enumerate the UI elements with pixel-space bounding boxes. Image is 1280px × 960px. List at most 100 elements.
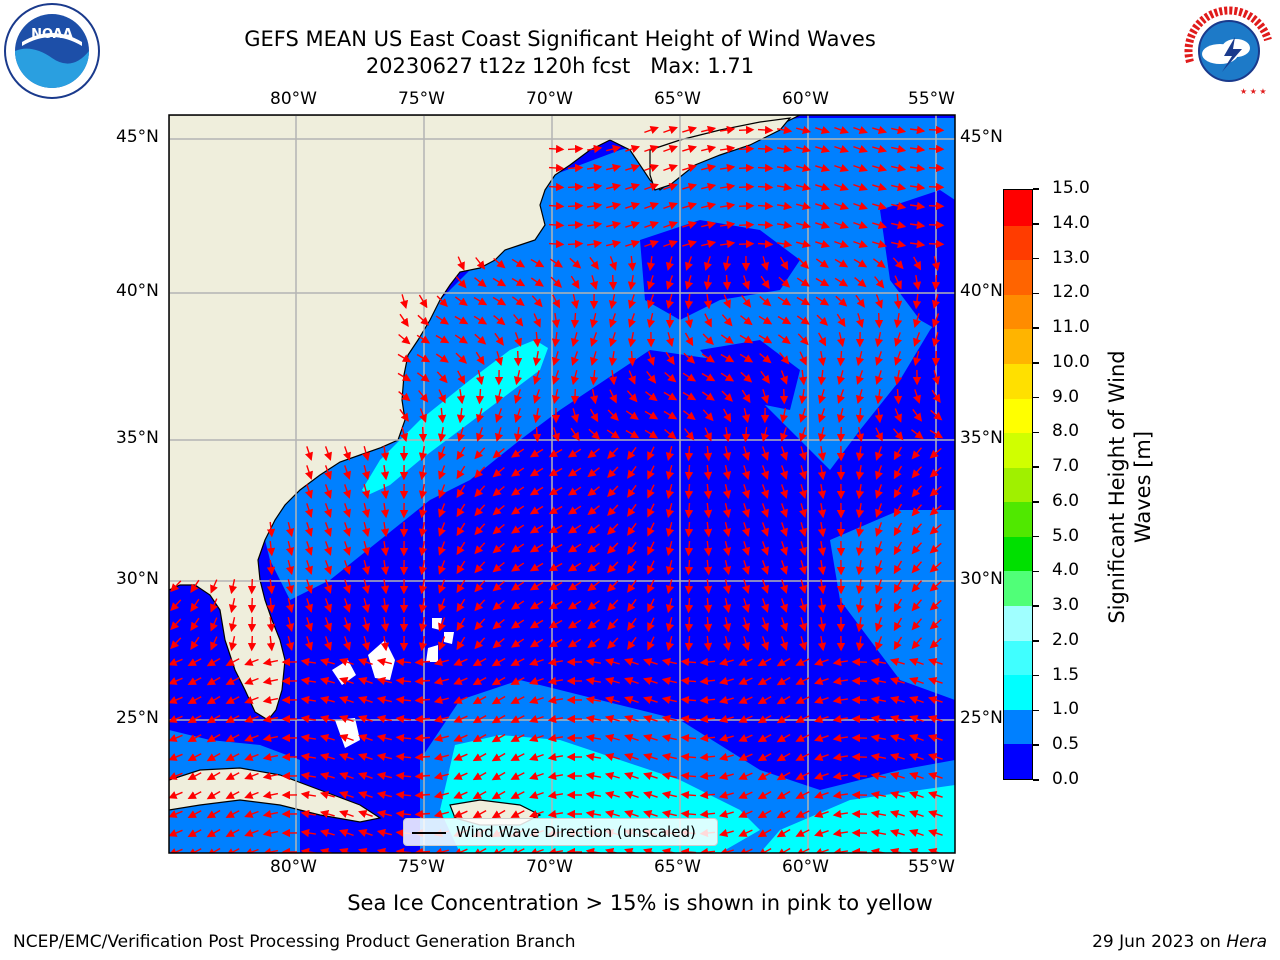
colorbar-tick-label: 6.0 xyxy=(1052,490,1080,511)
wind-wave-arrow xyxy=(339,715,354,723)
wind-wave-arrow xyxy=(909,677,924,685)
wind-wave-arrow xyxy=(796,144,812,154)
wind-wave-arrow xyxy=(719,239,736,249)
wind-wave-arrow xyxy=(511,467,525,477)
wind-wave-arrow xyxy=(548,600,563,610)
wind-wave-arrow xyxy=(625,201,641,210)
wind-wave-arrow xyxy=(417,314,430,326)
wind-wave-arrow xyxy=(909,696,924,704)
wind-wave-arrow xyxy=(548,619,563,629)
wind-wave-arrow xyxy=(738,696,753,704)
wind-wave-arrow xyxy=(266,559,276,576)
wind-wave-arrow xyxy=(529,524,544,534)
wind-wave-arrow xyxy=(780,541,788,556)
wind-wave-arrow xyxy=(875,522,883,537)
wind-wave-arrow xyxy=(703,597,713,614)
wind-wave-arrow xyxy=(438,598,446,613)
wind-wave-arrow xyxy=(414,752,431,762)
wind-wave-arrow xyxy=(646,370,657,384)
wind-wave-arrow xyxy=(776,182,793,192)
wind-wave-arrow xyxy=(776,125,793,135)
wind-wave-arrow xyxy=(911,618,923,631)
colorbar-tick-mark xyxy=(1033,466,1039,468)
wind-wave-arrow xyxy=(206,733,221,743)
wind-wave-arrow xyxy=(684,483,694,500)
wind-wave-arrow xyxy=(817,578,827,595)
wind-wave-arrow xyxy=(759,295,772,307)
wind-wave-arrow xyxy=(723,294,731,309)
wind-wave-arrow xyxy=(928,715,943,723)
wind-wave-arrow xyxy=(665,465,675,481)
lon-tick-bottom: 65°W xyxy=(654,857,701,877)
wind-wave-arrow xyxy=(757,676,772,686)
colorbar-tick-mark xyxy=(1033,709,1039,712)
wind-wave-arrow xyxy=(701,144,717,154)
wind-wave-arrow xyxy=(911,504,923,517)
wind-wave-arrow xyxy=(855,502,865,519)
wind-wave-arrow xyxy=(457,256,465,271)
wind-wave-arrow xyxy=(361,617,371,633)
wind-wave-arrow xyxy=(491,657,506,667)
lon-tick-top: 75°W xyxy=(398,89,445,109)
wind-wave-arrow xyxy=(627,598,637,612)
lat-tick-left: 25°N xyxy=(116,708,159,728)
wind-wave-arrow xyxy=(548,220,565,230)
colorbar-tick-mark xyxy=(1033,640,1039,642)
colorbar-tick-label: 4.0 xyxy=(1052,560,1080,581)
wind-wave-arrow xyxy=(893,446,903,461)
wind-wave-arrow xyxy=(608,332,617,348)
wind-wave-arrow xyxy=(798,484,808,500)
wind-wave-arrow xyxy=(779,407,789,424)
colorbar-segment xyxy=(1004,294,1032,330)
wind-wave-arrow xyxy=(492,580,505,592)
wind-wave-arrow xyxy=(529,543,544,553)
wind-wave-arrow xyxy=(757,239,774,249)
wind-wave-arrow xyxy=(511,486,525,496)
wind-wave-arrow xyxy=(875,484,883,499)
wind-wave-arrow xyxy=(305,522,313,537)
wind-wave-arrow xyxy=(665,522,675,538)
wind-wave-arrow xyxy=(893,541,903,556)
wind-wave-arrow xyxy=(300,657,317,667)
wind-wave-arrow xyxy=(606,239,622,249)
wind-wave-arrow xyxy=(494,351,504,367)
wind-wave-arrow xyxy=(889,695,905,705)
wind-wave-arrow xyxy=(816,314,828,326)
wind-wave-arrow xyxy=(647,465,655,480)
wind-wave-arrow xyxy=(435,353,449,363)
wind-wave-arrow xyxy=(929,523,942,535)
wind-wave-arrow xyxy=(703,445,713,462)
wind-wave-arrow xyxy=(798,522,808,538)
wind-wave-arrow xyxy=(262,752,279,762)
wind-wave-arrow xyxy=(741,446,751,462)
wind-wave-arrow xyxy=(853,183,868,191)
wind-wave-arrow xyxy=(891,144,907,154)
wind-wave-arrow xyxy=(795,772,810,780)
wind-wave-arrow xyxy=(875,541,883,556)
wind-wave-arrow xyxy=(889,752,905,762)
colorbar-tick-mark xyxy=(1033,396,1039,399)
wind-wave-arrow xyxy=(530,277,544,287)
wind-wave-arrow xyxy=(493,257,506,269)
wind-wave-arrow xyxy=(702,409,714,422)
wind-wave-arrow xyxy=(832,714,849,724)
wind-wave-arrow xyxy=(589,369,599,386)
wind-wave-arrow xyxy=(795,677,810,685)
wind-wave-arrow xyxy=(644,183,659,191)
wind-wave-arrow xyxy=(815,221,831,230)
wind-wave-arrow xyxy=(474,561,486,574)
wind-wave-arrow xyxy=(682,144,698,154)
wind-wave-arrow xyxy=(757,695,772,705)
wind-wave-arrow xyxy=(892,428,904,441)
wind-wave-arrow xyxy=(721,314,733,327)
wind-wave-arrow xyxy=(361,522,371,538)
wind-wave-arrow xyxy=(586,239,603,249)
wind-wave-arrow xyxy=(719,163,736,173)
wind-wave-arrow xyxy=(663,221,678,229)
wind-wave-arrow xyxy=(663,202,678,210)
wind-wave-arrow xyxy=(796,239,812,249)
colorbar-tick-label: 15.0 xyxy=(1052,178,1090,198)
wind-wave-arrow xyxy=(361,636,371,652)
wind-wave-arrow xyxy=(740,371,753,383)
wind-wave-arrow xyxy=(780,370,788,385)
